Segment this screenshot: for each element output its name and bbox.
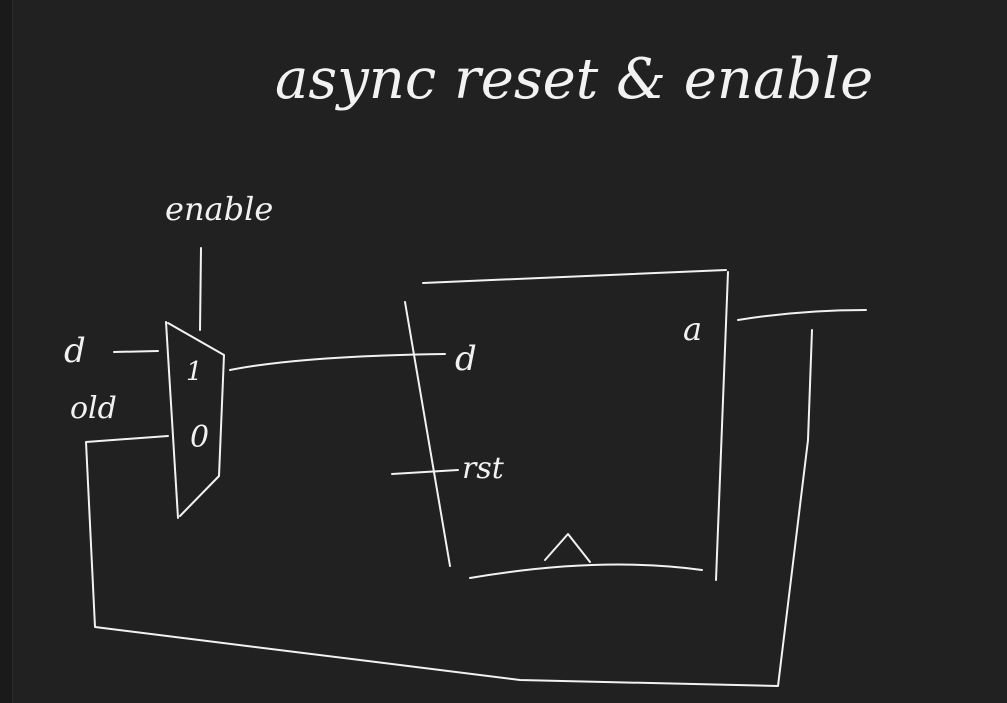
flipflop-right-edge (715, 271, 729, 581)
flipflop-left-edge (404, 301, 451, 567)
left-edge-strip (0, 0, 13, 703)
flipflop-d-label: d (455, 339, 477, 379)
feedback-wire (85, 329, 813, 687)
diagram-title: async reset & enable (275, 47, 873, 112)
mux-input-0-label: 0 (190, 420, 209, 455)
d-input-wire (113, 350, 159, 353)
clock-triangle-icon (544, 533, 591, 563)
mux-output-wire (229, 353, 446, 371)
flipflop-bottom-edge (469, 563, 703, 579)
enable-label: enable (165, 190, 273, 228)
old-input-label: old (70, 391, 117, 426)
flipflop-top-edge (422, 269, 727, 284)
mux-body (167, 322, 225, 517)
d-input-label: d (64, 331, 86, 371)
mux-input-1-label: 1 (186, 357, 203, 387)
rst-input-wire (391, 469, 459, 475)
q-output-wire (737, 309, 867, 321)
mux-left-edge (165, 321, 179, 519)
flipflop-q-label: a (683, 310, 702, 348)
flipflop-rst-label: rst (462, 451, 505, 486)
enable-select-wire (199, 247, 202, 331)
